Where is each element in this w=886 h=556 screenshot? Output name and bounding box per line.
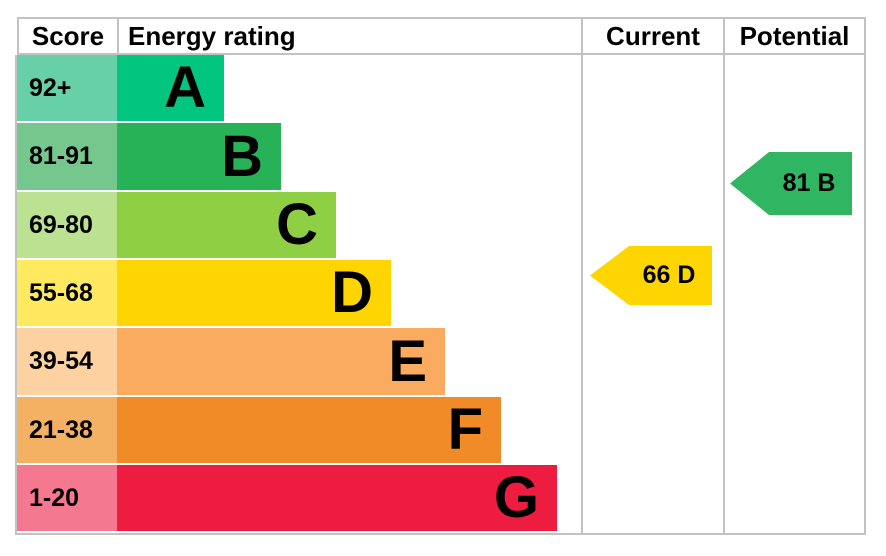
rating-letter-e: E	[388, 328, 427, 394]
band-row-d: 55-68 D	[17, 260, 581, 326]
score-cell-d: 55-68	[17, 260, 117, 326]
score-cell-a: 92+	[17, 55, 117, 121]
score-cell-g: 1-20	[17, 465, 117, 531]
score-cell-e: 39-54	[17, 328, 117, 395]
table-right-border	[864, 55, 866, 533]
header-current: Current	[581, 17, 723, 55]
rating-letter-g: G	[493, 465, 539, 530]
rating-letter-b: B	[221, 123, 263, 189]
rating-letter-d: D	[331, 260, 373, 325]
band-row-a: 92+ A	[17, 55, 581, 121]
rating-bar-a: A	[117, 55, 224, 121]
potential-rating-arrow: 81 B	[730, 152, 852, 215]
table-left-border	[15, 55, 17, 535]
band-row-f: 21-38 F	[17, 397, 581, 463]
rating-bar-e: E	[117, 328, 445, 395]
header-energy-rating-label: Energy rating	[128, 20, 296, 51]
rating-bar-d: D	[117, 260, 391, 326]
current-column-divider	[581, 55, 583, 533]
band-row-g: 1-20 G	[17, 465, 581, 531]
score-cell-f: 21-38	[17, 397, 117, 463]
header-current-label: Current	[606, 20, 700, 51]
rating-bar-f: F	[117, 397, 501, 463]
rating-bar-g: G	[117, 465, 557, 531]
current-rating-arrow: 66 D	[590, 246, 712, 305]
rating-letter-a: A	[164, 55, 206, 120]
header-potential-label: Potential	[739, 20, 850, 51]
rating-letter-f: F	[447, 397, 483, 462]
header-energy-rating: Energy rating	[117, 17, 581, 55]
rating-bar-b: B	[117, 123, 281, 190]
score-cell-b: 81-91	[17, 123, 117, 190]
band-row-c: 69-80 C	[17, 192, 581, 258]
band-row-e: 39-54 E	[17, 328, 581, 395]
header-score: Score	[17, 17, 117, 55]
score-cell-c: 69-80	[17, 192, 117, 258]
band-row-b: 81-91 B	[17, 123, 581, 190]
rating-letter-c: C	[276, 192, 318, 257]
header-score-label: Score	[31, 20, 105, 51]
table-bottom-border	[17, 533, 866, 535]
current-rating-label: 66 D	[642, 261, 696, 289]
rating-bar-c: C	[117, 192, 336, 258]
potential-column-divider	[723, 55, 725, 533]
potential-rating-label: 81 B	[782, 169, 836, 197]
header-potential: Potential	[723, 17, 866, 55]
